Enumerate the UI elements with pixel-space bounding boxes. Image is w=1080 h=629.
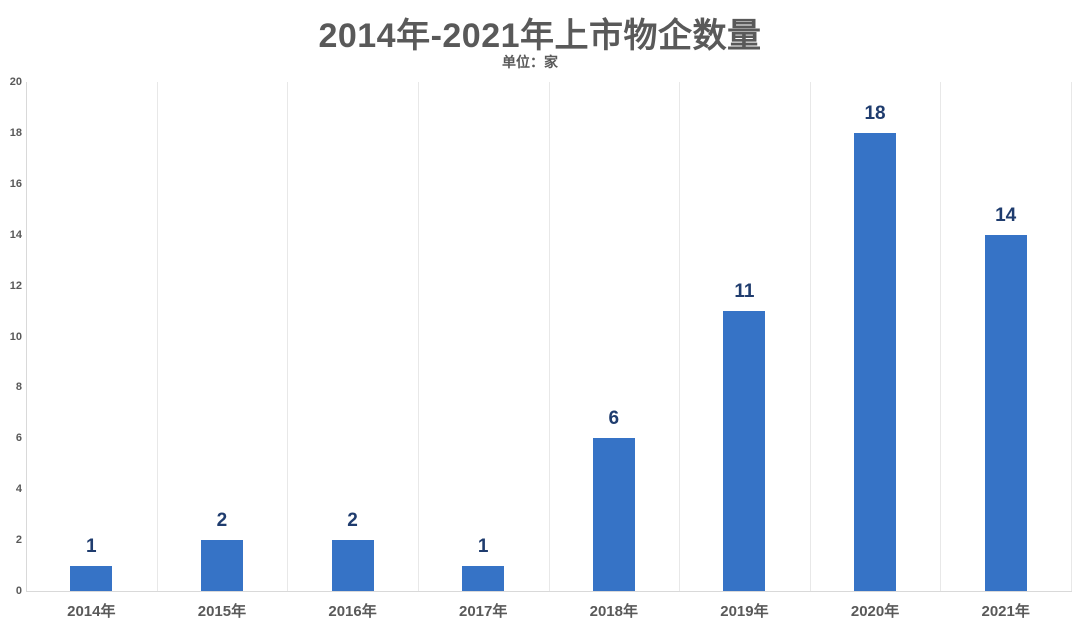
bar-value-label: 6 [608, 408, 620, 430]
y-tick-label: 0 [15, 585, 22, 597]
bar [984, 234, 1027, 591]
y-tick-label: 12 [9, 279, 22, 292]
bar-value-label: 14 [995, 204, 1017, 226]
vertical-gridline [417, 82, 419, 591]
bar [331, 540, 374, 591]
x-tick-label: 2021年 [981, 603, 1030, 620]
bar [592, 438, 635, 591]
vertical-gridline [679, 82, 681, 591]
vertical-gridline [548, 82, 550, 591]
chart-subtitle: 单位：家 [502, 54, 558, 70]
x-tick-label: 2015年 [197, 603, 247, 620]
vertical-gridline [156, 82, 158, 591]
vertical-gridline [1071, 82, 1072, 591]
bar [70, 565, 113, 591]
y-tick-label: 6 [15, 432, 22, 445]
y-tick-label: 2 [15, 534, 22, 547]
bar-value-label: 2 [347, 510, 358, 532]
bar [854, 132, 897, 591]
bar [200, 540, 243, 591]
y-tick-label: 8 [15, 381, 22, 394]
y-axis-line [26, 82, 27, 591]
y-tick-label: 14 [9, 228, 22, 241]
y-tick-label: 4 [15, 483, 22, 496]
y-tick-label: 10 [9, 330, 22, 343]
bar-value-label: 1 [86, 535, 97, 557]
bar-value-label: 11 [734, 281, 755, 303]
vertical-gridline [809, 82, 811, 591]
x-tick-label: 2016年 [328, 603, 377, 620]
y-tick-label: 16 [9, 177, 22, 190]
x-tick-label: 2020年 [850, 603, 900, 620]
x-tick-label: 2019年 [720, 603, 769, 620]
y-tick-label: 20 [9, 76, 22, 88]
chart-title: 2014年-2021年上市物企数量 [318, 17, 762, 55]
vertical-gridline [287, 82, 289, 591]
bar [462, 565, 505, 591]
bar-value-label: 2 [216, 510, 228, 532]
x-tick-label: 2018年 [589, 603, 638, 620]
vertical-gridline [940, 82, 942, 591]
x-tick-label: 2017年 [459, 603, 508, 620]
x-axis-line [26, 591, 1072, 592]
bar-value-label: 18 [864, 102, 886, 124]
bar [723, 311, 766, 591]
x-tick-label: 2014年 [67, 603, 116, 620]
y-tick-label: 18 [9, 126, 22, 139]
bar-value-label: 1 [477, 535, 489, 557]
